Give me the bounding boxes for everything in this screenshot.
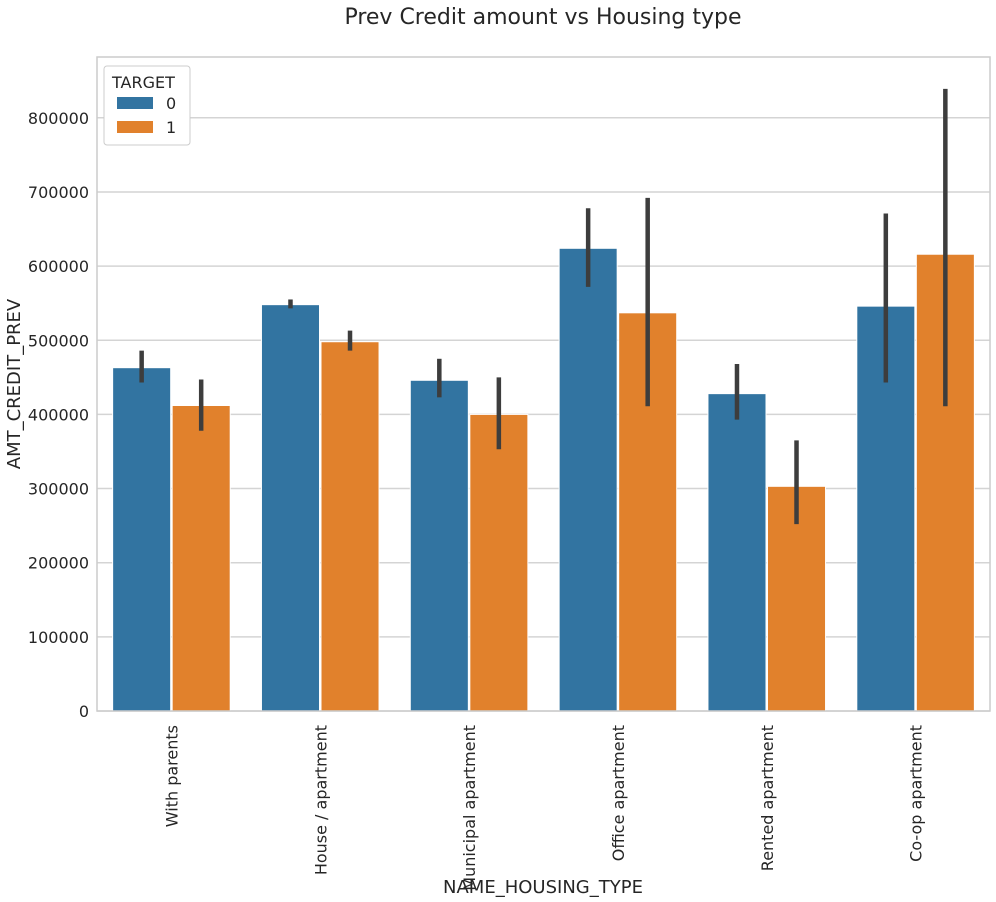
- error-bars: [139, 88, 948, 525]
- x-tick-label: House / apartment: [311, 725, 330, 875]
- legend-title: TARGET: [111, 73, 175, 92]
- y-tick-label: 300000: [28, 480, 89, 499]
- bar: [260, 304, 321, 712]
- bar: [409, 379, 469, 712]
- y-tick-label: 700000: [28, 183, 89, 202]
- bar: [469, 413, 529, 712]
- x-tick-label: Co-op apartment: [907, 725, 926, 862]
- legend-swatch: [117, 121, 153, 133]
- plot-frame: [96, 56, 991, 712]
- bar: [558, 247, 618, 712]
- bar: [320, 341, 380, 712]
- y-tick-label: 600000: [28, 257, 89, 276]
- y-tick-label: 500000: [28, 331, 89, 350]
- legend: TARGET 0 1: [103, 65, 191, 146]
- y-axis-label: AMT_CREDIT_PREV: [4, 298, 25, 469]
- x-tick-label: With parents: [162, 725, 181, 827]
- x-tick-labels: With parents House / apartment Municipal a…: [162, 725, 925, 891]
- bar: [171, 405, 231, 712]
- legend-swatch: [117, 97, 153, 109]
- legend-label: 1: [166, 118, 176, 137]
- x-tick-label: Municipal apartment: [460, 725, 479, 891]
- y-tick-label: 800000: [28, 109, 89, 128]
- y-tick-label: 200000: [28, 554, 89, 573]
- y-tick-label: 400000: [28, 405, 89, 424]
- y-tick-labels: 0 100000 200000 300000 400000 500000 600000 700…: [28, 109, 89, 721]
- bar: [707, 393, 767, 712]
- legend-label: 0: [166, 94, 176, 113]
- x-axis-label: NAME_HOUSING_TYPE: [443, 877, 643, 898]
- bars: [112, 247, 975, 712]
- chart-title: Prev Credit amount vs Housing type: [344, 5, 741, 30]
- bar: [112, 367, 172, 712]
- y-tick-label: 0: [79, 702, 89, 721]
- x-tick-label: Office apartment: [609, 725, 628, 861]
- y-tick-label: 100000: [28, 628, 89, 647]
- x-tick-label: Rented apartment: [758, 725, 777, 871]
